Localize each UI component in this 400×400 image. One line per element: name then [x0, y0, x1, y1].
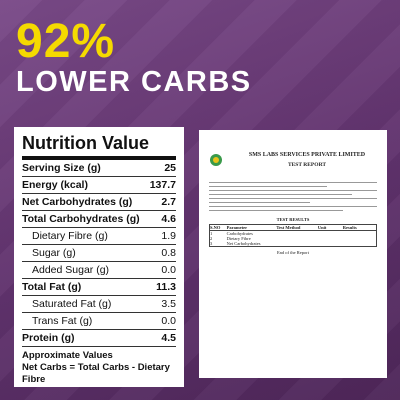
- results-table: S.NO Parameter Test Method Unit Results 1 Carb…: [209, 224, 377, 247]
- rule: [209, 182, 377, 183]
- nutrition-row: Dietary Fibre (g) 1.9: [22, 228, 176, 245]
- header-cell: Parameter: [226, 225, 248, 230]
- nutrient-label: Trans Fat (g): [32, 315, 93, 327]
- nutrition-row: Total Fat (g) 11.3: [22, 279, 176, 296]
- nutrient-label: Total Carbohydrates (g): [22, 213, 140, 225]
- table-cell: Carbohydrates: [226, 231, 253, 236]
- nutrition-row: Net Carbohydrates (g) 2.7: [22, 194, 176, 211]
- nutrition-row: Added Sugar (g) 0.0: [22, 262, 176, 279]
- nutrient-value: 4.5: [161, 332, 176, 344]
- table-cell: 2: [210, 236, 213, 241]
- results-title: TEST RESULTS: [276, 217, 310, 222]
- nutrition-row: Serving Size (g) 25: [22, 160, 176, 177]
- nutrient-label: Dietary Fibre (g): [32, 230, 108, 242]
- header-cell: Unit: [317, 225, 327, 230]
- rule: [209, 198, 377, 199]
- nutrition-row: Trans Fat (g) 0.0: [22, 313, 176, 330]
- nutrient-label: Sugar (g): [32, 247, 76, 259]
- nutrient-label: Saturated Fat (g): [32, 298, 112, 310]
- nutrient-value: 2.7: [161, 196, 176, 208]
- rule: [209, 186, 327, 187]
- rule: [209, 190, 377, 191]
- table-row: 2 Dietary Fibre: [210, 236, 376, 241]
- report-card: SMS LABS SERVICES PRIVATE LIMITED TEST R…: [199, 130, 387, 378]
- table-cell: 3: [210, 241, 213, 246]
- nutrient-value: 11.3: [156, 281, 176, 293]
- footnote: Net Carbs = Total Carbs - Dietary Fibre: [22, 362, 170, 385]
- subline: LOWER CARBS: [16, 66, 252, 98]
- nutrient-value: 0.0: [161, 315, 176, 327]
- nutrient-value: 3.5: [161, 298, 176, 310]
- nutrition-card: Nutrition Value Serving Size (g) 25 Energy…: [14, 127, 184, 387]
- headline: 92%: [16, 15, 116, 68]
- header-cell: S.NO: [210, 225, 221, 230]
- table-cell: Net Carbohydrates: [226, 241, 261, 246]
- nutrient-value: 0.8: [161, 247, 176, 259]
- table-cell: Dietary Fibre: [226, 236, 251, 241]
- rule: [209, 202, 310, 203]
- nutrient-value: 137.7: [149, 179, 176, 191]
- nutrient-value: 0.0: [161, 264, 176, 276]
- table-row: 1 Carbohydrates: [210, 231, 376, 236]
- table-cell: 1: [210, 231, 213, 236]
- nutrition-title: Nutrition Value: [22, 133, 176, 160]
- report-body: [209, 182, 377, 211]
- report-head: SMS LABS SERVICES PRIVATE LIMITED TEST R…: [209, 152, 377, 168]
- nutrition-row: Total Carbohydrates (g) 4.6: [22, 211, 176, 228]
- nutrient-value: 25: [164, 162, 176, 174]
- nutrient-label: Net Carbohydrates (g): [22, 196, 133, 208]
- rule: [209, 206, 377, 207]
- header-cell: Results: [342, 225, 357, 230]
- nutrition-row: Energy (kcal) 137.7: [22, 177, 176, 194]
- nutrient-value: 1.9: [161, 230, 176, 242]
- lab-name: SMS LABS SERVICES PRIVATE LIMITED: [248, 152, 366, 158]
- report-end: End of the Report: [276, 250, 310, 255]
- nutrient-label: Energy (kcal): [22, 179, 88, 191]
- nutrient-label: Protein (g): [22, 332, 75, 344]
- footnote: Approximate Values: [22, 350, 113, 361]
- table-header: S.NO Parameter Test Method Unit Results: [210, 225, 376, 231]
- nutrition-row: Sugar (g) 0.8: [22, 245, 176, 262]
- nutrient-label: Serving Size (g): [22, 162, 101, 174]
- nutrition-rows: Serving Size (g) 25 Energy (kcal) 137.7 Net …: [22, 160, 176, 347]
- rule: [209, 210, 344, 211]
- nutrient-value: 4.6: [161, 213, 176, 225]
- rule: [209, 194, 352, 195]
- table-row: 3 Net Carbohydrates: [210, 241, 376, 246]
- footnotes: Approximate Values Net Carbs = Total Carb…: [22, 350, 176, 386]
- report-title: TEST REPORT: [287, 162, 327, 168]
- nutrient-label: Total Fat (g): [22, 281, 82, 293]
- nutrient-label: Added Sugar (g): [32, 264, 110, 276]
- nutrition-row: Saturated Fat (g) 3.5: [22, 296, 176, 313]
- nutrition-row: Protein (g) 4.5: [22, 330, 176, 347]
- header-cell: Test Method: [276, 225, 301, 230]
- lab-logo: [210, 154, 222, 166]
